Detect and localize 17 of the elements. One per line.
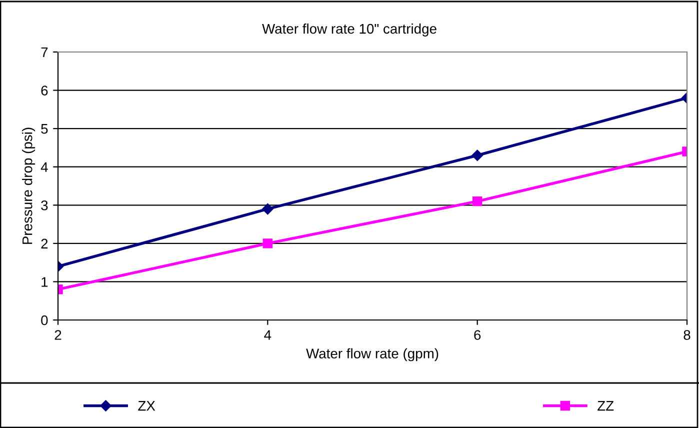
x-tick-label: 6 xyxy=(474,330,481,340)
y-axis-title: Pressure drop (psi) xyxy=(22,128,35,244)
y-tick-label: 0 xyxy=(41,315,48,326)
x-tick-label: 4 xyxy=(264,330,272,340)
y-tick-label: 6 xyxy=(41,86,48,96)
y-tick-label: 1 xyxy=(42,277,48,287)
legend-label: ZX xyxy=(138,401,156,411)
y-tick-label: 5 xyxy=(41,124,48,134)
y-tick-label: 3 xyxy=(41,200,48,210)
x-tick-label: 2 xyxy=(54,330,62,340)
chart-title: Water flow rate 10" cartridge xyxy=(262,24,436,36)
y-tick-label: 2 xyxy=(41,238,48,248)
y-tick-label: 7 xyxy=(41,47,48,58)
x-axis-title: Water flow rate (gpm) xyxy=(306,348,438,362)
x-tick-label: 8 xyxy=(684,330,690,340)
legend-label: ZZ xyxy=(598,401,614,411)
y-tick-label: 4 xyxy=(40,162,48,172)
